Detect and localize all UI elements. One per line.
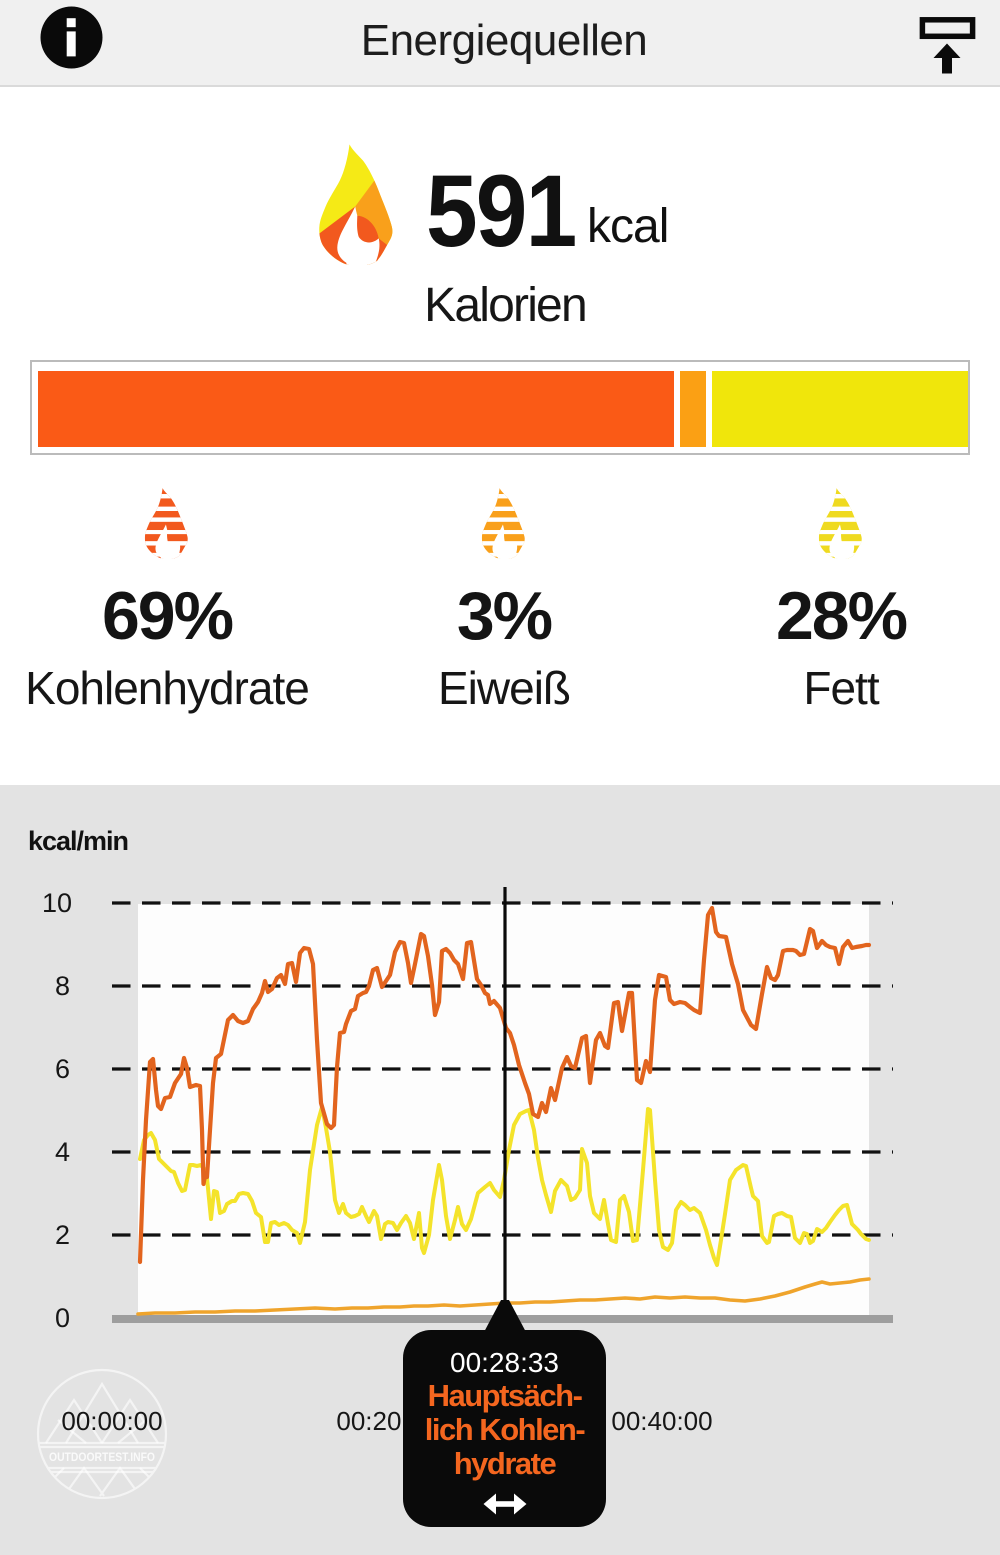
svg-text:OUTDOORTEST.INFO: OUTDOORTEST.INFO xyxy=(49,1450,155,1464)
